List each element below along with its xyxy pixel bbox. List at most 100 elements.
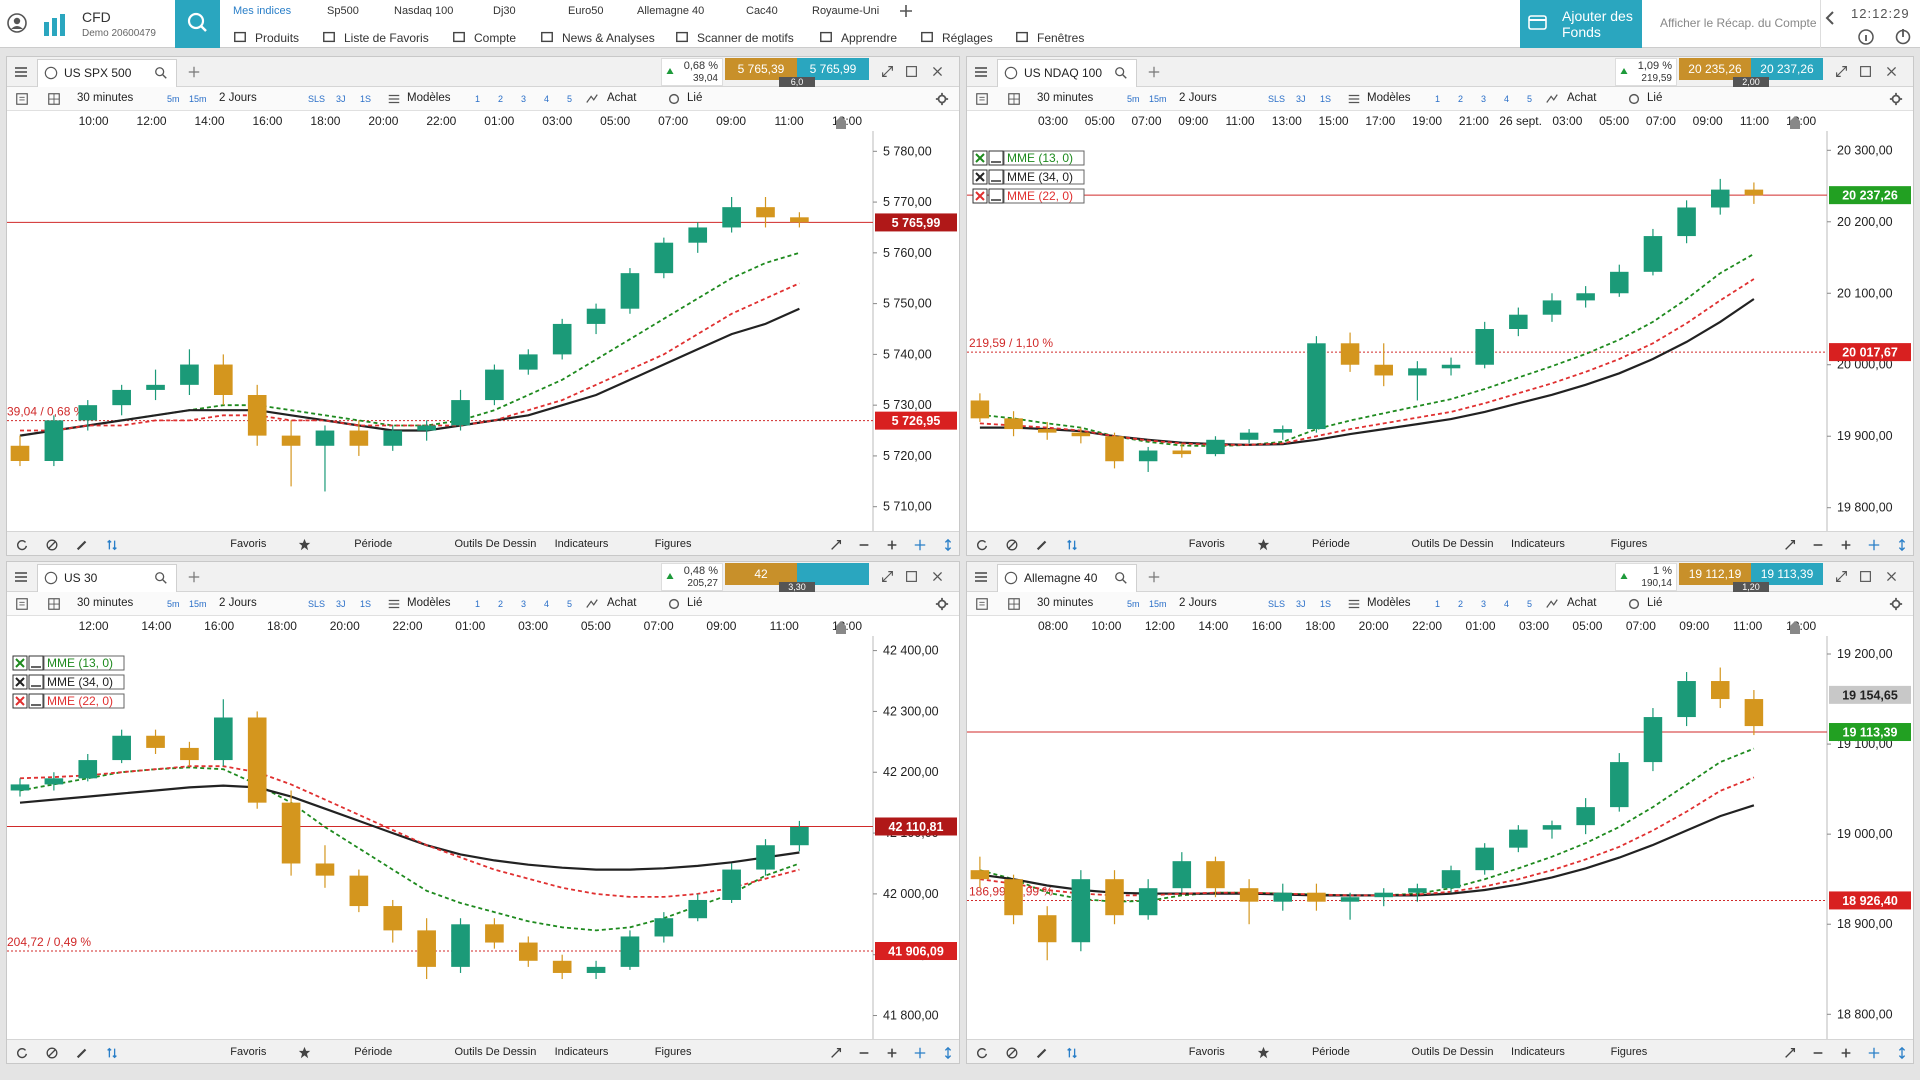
export[interactable]: [1783, 1046, 1797, 1060]
autoscale[interactable]: [105, 1046, 119, 1060]
bottom-tool[interactable]: Figures: [1610, 1046, 1648, 1058]
menu-icon[interactable]: [819, 30, 833, 44]
range[interactable]: 2 Jours: [219, 92, 257, 104]
template-slot[interactable]: 4: [1504, 599, 1510, 609]
buy-price[interactable]: 5 765,99: [797, 58, 869, 80]
bottom-tool[interactable]: Figures: [654, 1046, 692, 1058]
bottom-tool[interactable]: Favoris: [1188, 1046, 1225, 1058]
market-tab[interactable]: Sp500: [327, 5, 359, 17]
side-icon[interactable]: [1545, 597, 1559, 611]
link[interactable]: Lié: [687, 597, 703, 609]
grid-icon[interactable]: [47, 92, 61, 106]
interval-option[interactable]: 15m: [1149, 94, 1167, 104]
draw[interactable]: [75, 538, 89, 552]
interval-option[interactable]: 15m: [189, 94, 207, 104]
templates-icon[interactable]: [1347, 92, 1361, 106]
account-summary-link[interactable]: Afficher le Récap. du Compte: [1660, 16, 1817, 30]
menu-icon[interactable]: [322, 30, 336, 44]
favorite-star[interactable]: [298, 538, 311, 551]
crosshair[interactable]: [1867, 1046, 1881, 1060]
bottom-tool[interactable]: Figures: [654, 538, 692, 550]
buy-price[interactable]: 19 113,39: [1751, 563, 1823, 585]
market-tab[interactable]: Royaume-Uni: [812, 5, 880, 17]
zoom-out[interactable]: [1811, 1046, 1825, 1060]
template-slot[interactable]: 1: [475, 94, 481, 104]
link[interactable]: Lié: [1647, 597, 1663, 609]
bottom-tool[interactable]: Indicateurs: [554, 1046, 609, 1058]
bottom-tool[interactable]: Figures: [1610, 538, 1648, 550]
menu-icon[interactable]: [1015, 30, 1029, 44]
draw[interactable]: [1035, 1046, 1049, 1060]
range-option[interactable]: 3J: [1296, 94, 1306, 104]
sell-price[interactable]: 42: [725, 563, 797, 585]
reset[interactable]: [975, 538, 989, 552]
bottom-tool[interactable]: Indicateurs: [1511, 538, 1565, 550]
link-icon[interactable]: [667, 92, 681, 106]
add-instrument[interactable]: [187, 65, 201, 79]
template-slot[interactable]: 1: [475, 599, 481, 609]
range-option[interactable]: 1S: [360, 94, 372, 104]
range-option[interactable]: SLS: [308, 599, 326, 609]
layout-icon[interactable]: [15, 92, 29, 106]
template-slot[interactable]: 1: [1435, 94, 1441, 104]
menu-icon[interactable]: [540, 30, 554, 44]
instrument-tab[interactable]: US NDAQ 100: [997, 59, 1137, 87]
hide[interactable]: [45, 1046, 59, 1060]
interval-option[interactable]: 15m: [1149, 599, 1167, 609]
template-slot[interactable]: 3: [1481, 94, 1487, 104]
favorite-star[interactable]: [298, 1046, 311, 1059]
range-option[interactable]: 1S: [1320, 599, 1332, 609]
interval-option[interactable]: 5m: [1127, 599, 1140, 609]
menu-item[interactable]: Apprendre: [841, 31, 898, 45]
add-instrument[interactable]: [1147, 65, 1161, 79]
detach[interactable]: [1859, 570, 1872, 583]
bottom-tool[interactable]: Outils De Dessin: [1411, 538, 1494, 550]
change-arrow[interactable]: [1620, 62, 1628, 74]
menu-icon[interactable]: [452, 30, 466, 44]
side[interactable]: Achat: [1567, 597, 1597, 609]
expand[interactable]: [1835, 570, 1848, 583]
templates[interactable]: Modèles: [1367, 597, 1411, 609]
zoom-in[interactable]: [885, 538, 899, 552]
template-slot[interactable]: 3: [521, 599, 527, 609]
add-tab[interactable]: [898, 3, 914, 19]
interval-option[interactable]: 5m: [1127, 94, 1140, 104]
layout-icon[interactable]: [975, 597, 989, 611]
menu-item[interactable]: Produits: [255, 31, 300, 45]
market-tab[interactable]: Allemagne 40: [637, 5, 705, 17]
favorite-star[interactable]: [1257, 1046, 1270, 1059]
range[interactable]: 2 Jours: [1179, 597, 1217, 609]
grid-icon[interactable]: [47, 597, 61, 611]
template-slot[interactable]: 5: [1527, 94, 1533, 104]
reset[interactable]: [15, 538, 29, 552]
expand[interactable]: [1835, 65, 1848, 78]
instrument-tab[interactable]: Allemagne 40: [997, 564, 1137, 592]
chart-number[interactable]: [1004, 571, 1018, 585]
detach[interactable]: [905, 65, 918, 78]
side[interactable]: Achat: [607, 597, 637, 609]
zoom-out[interactable]: [857, 538, 871, 552]
instrument-search[interactable]: [1114, 66, 1128, 80]
expand[interactable]: [881, 65, 894, 78]
zoom-in[interactable]: [885, 1046, 899, 1060]
close[interactable]: [931, 65, 944, 78]
range-option[interactable]: 1S: [360, 599, 372, 609]
sell-price[interactable]: 5 765,39: [725, 58, 797, 80]
link[interactable]: Lié: [1647, 92, 1663, 104]
templates-icon[interactable]: [1347, 597, 1361, 611]
sell-price[interactable]: 19 112,19: [1679, 563, 1751, 585]
range-option[interactable]: 1S: [1320, 94, 1332, 104]
interval-option[interactable]: 15m: [189, 599, 207, 609]
templates-icon[interactable]: [387, 597, 401, 611]
menu-item[interactable]: News & Analyses: [562, 31, 655, 45]
settings[interactable]: [1889, 597, 1903, 611]
reset[interactable]: [975, 1046, 989, 1060]
template-slot[interactable]: 4: [544, 599, 550, 609]
instrument-tab[interactable]: US 30: [37, 564, 177, 592]
menu-item[interactable]: Compte: [474, 31, 517, 45]
instrument-tab[interactable]: US SPX 500: [37, 59, 177, 87]
favorite-star[interactable]: [1257, 538, 1270, 551]
bottom-tool[interactable]: Période: [1311, 1046, 1350, 1058]
instrument-search[interactable]: [154, 571, 168, 585]
bottom-tool[interactable]: Outils De Dessin: [454, 1046, 537, 1058]
